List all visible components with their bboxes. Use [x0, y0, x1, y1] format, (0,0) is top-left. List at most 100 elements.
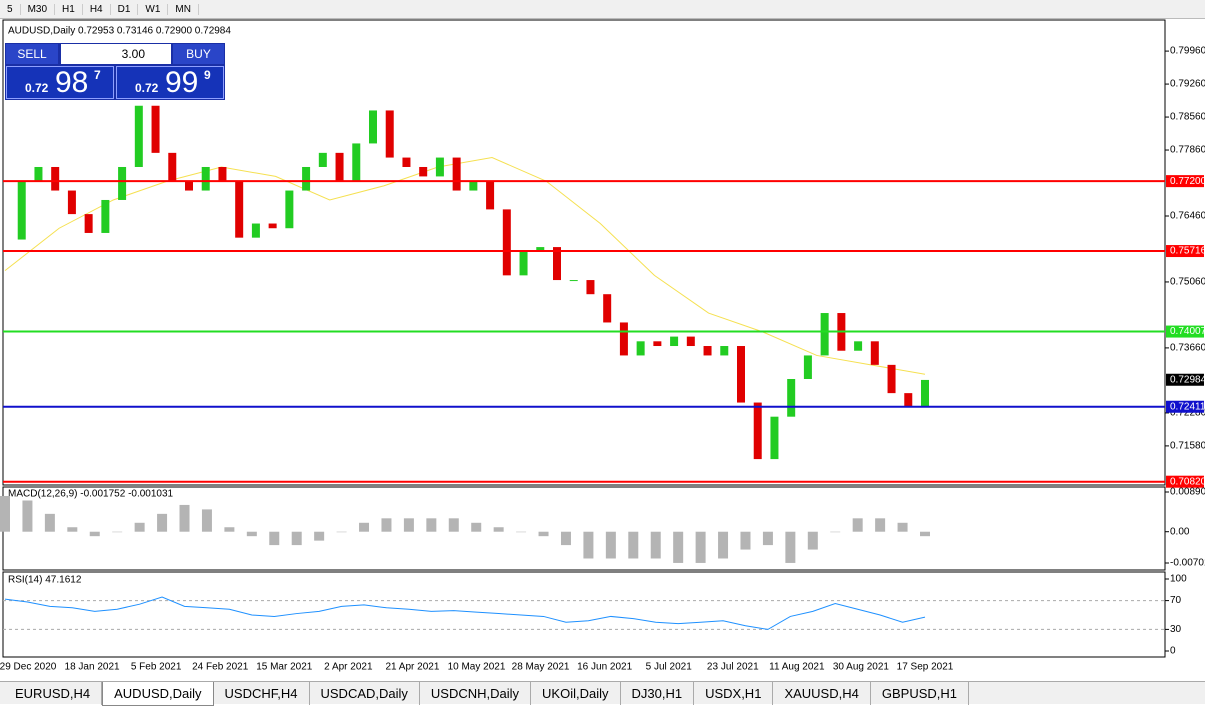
y-tick-label: 0.79960	[1170, 46, 1205, 57]
macd-bar	[605, 531, 616, 559]
y-tick-label: 30	[1170, 624, 1182, 635]
candle	[670, 336, 679, 347]
y-tick-label: 0.79260	[1170, 79, 1205, 90]
price-level-label: 0.75716	[1170, 246, 1205, 257]
macd-bar	[560, 531, 571, 546]
macd-bar	[314, 531, 325, 541]
y-tick-label: 0.75060	[1170, 277, 1205, 288]
current-price-label: 0.72984	[1170, 374, 1205, 385]
chart-tab[interactable]: AUDUSD,Daily	[102, 682, 214, 706]
macd-bar	[179, 504, 190, 532]
candle	[318, 152, 327, 167]
candle	[803, 355, 812, 379]
x-tick-label: 2 Apr 2021	[324, 662, 373, 673]
candle	[753, 402, 762, 460]
timeframe-button[interactable]: H4	[83, 3, 111, 15]
price-level-label: 0.72411	[1170, 401, 1205, 412]
x-tick-label: 5 Feb 2021	[131, 662, 182, 673]
bid-pips: 98	[55, 66, 89, 99]
macd-bar	[807, 531, 818, 550]
x-tick-label: 18 Jan 2021	[65, 662, 120, 673]
chart-tab[interactable]: USDX,H1	[694, 682, 774, 705]
x-tick-label: 23 Jul 2021	[707, 662, 759, 673]
candle	[820, 313, 829, 356]
candle	[235, 181, 244, 238]
chart-tab[interactable]: UKOil,Daily	[531, 682, 621, 705]
y-tick-label: 100	[1170, 574, 1187, 585]
macd-bar	[740, 531, 751, 550]
candle	[369, 110, 377, 144]
volume-input[interactable]: 3.00	[61, 44, 171, 64]
bid-quote[interactable]: 0.72 98 7	[6, 66, 114, 99]
y-tick-label: 0.78560	[1170, 112, 1205, 123]
macd-bar	[0, 496, 10, 532]
candle	[569, 280, 578, 282]
candle	[720, 346, 729, 356]
y-tick-label: 0.77860	[1170, 145, 1205, 156]
macd-bar	[246, 531, 257, 537]
macd-bar	[897, 522, 908, 532]
timeframe-button[interactable]: 5	[0, 3, 21, 15]
y-tick-label: 0.72280	[1170, 408, 1205, 419]
candle	[770, 416, 779, 460]
macd-bar	[224, 527, 235, 532]
candle	[51, 166, 60, 191]
macd-bar	[695, 531, 706, 563]
candle	[854, 341, 863, 351]
candle	[419, 166, 428, 177]
candle	[435, 157, 444, 177]
macd-bar	[650, 531, 661, 559]
timeframe-button[interactable]: W1	[138, 3, 169, 15]
candle	[469, 181, 478, 191]
sell-button[interactable]: SELL	[6, 44, 58, 64]
timeframe-toolbar: 5 M30 H1 H4 D1 W1 MN	[0, 0, 1205, 19]
macd-bar	[201, 509, 212, 532]
rsi-line	[4, 596, 926, 630]
candle	[452, 157, 461, 191]
rsi-title: RSI(14) 47.1612	[8, 575, 82, 586]
chart-tab[interactable]: USDCNH,Daily	[420, 682, 532, 705]
chart-tab[interactable]: XAUUSD,H4	[773, 682, 871, 705]
buy-button[interactable]: BUY	[173, 44, 224, 64]
ask-big: 0.72	[135, 81, 159, 95]
candle	[636, 341, 645, 356]
timeframe-button[interactable]: MN	[168, 3, 199, 15]
candle	[168, 152, 177, 182]
chart-tab[interactable]: EURUSD,H4	[4, 682, 103, 705]
candle	[536, 247, 545, 252]
candle	[335, 152, 344, 182]
candle	[619, 322, 628, 356]
timeframe-button[interactable]: H1	[55, 3, 83, 15]
ask-quote[interactable]: 0.72 99 9	[116, 66, 224, 99]
candle	[67, 190, 76, 215]
chart-tab[interactable]: GBPUSD,H1	[871, 682, 969, 705]
y-tick-label: 70	[1170, 595, 1182, 606]
ask-frac: 9	[204, 68, 211, 82]
chart-tab[interactable]: USDCHF,H4	[214, 682, 310, 705]
x-tick-label: 15 Mar 2021	[256, 662, 313, 673]
candle	[502, 209, 511, 276]
macd-bar	[426, 518, 437, 532]
candle	[201, 166, 210, 191]
x-tick-label: 28 May 2021	[512, 662, 570, 673]
candle	[385, 110, 394, 158]
candle	[402, 157, 411, 167]
candle	[34, 166, 43, 182]
y-tick-label: 0.76460	[1170, 211, 1205, 222]
chart-tab[interactable]: DJ30,H1	[621, 682, 695, 705]
bid-frac: 7	[94, 68, 101, 82]
timeframe-button[interactable]: D1	[111, 3, 139, 15]
current-price-tag	[1166, 373, 1204, 386]
macd-bar	[852, 518, 863, 532]
candle	[352, 143, 361, 182]
x-tick-label: 24 Feb 2021	[192, 662, 249, 673]
macd-bar	[448, 518, 459, 532]
y-tick-label: 0.00890	[1170, 487, 1205, 498]
macd-bar	[920, 531, 930, 537]
macd-bar	[336, 531, 347, 533]
candle	[686, 336, 695, 347]
chart-tab[interactable]: USDCAD,Daily	[310, 682, 420, 705]
timeframe-button[interactable]: M30	[21, 3, 56, 15]
chart: AUDUSD,Daily 0.72953 0.73146 0.72900 0.7…	[0, 19, 1205, 673]
